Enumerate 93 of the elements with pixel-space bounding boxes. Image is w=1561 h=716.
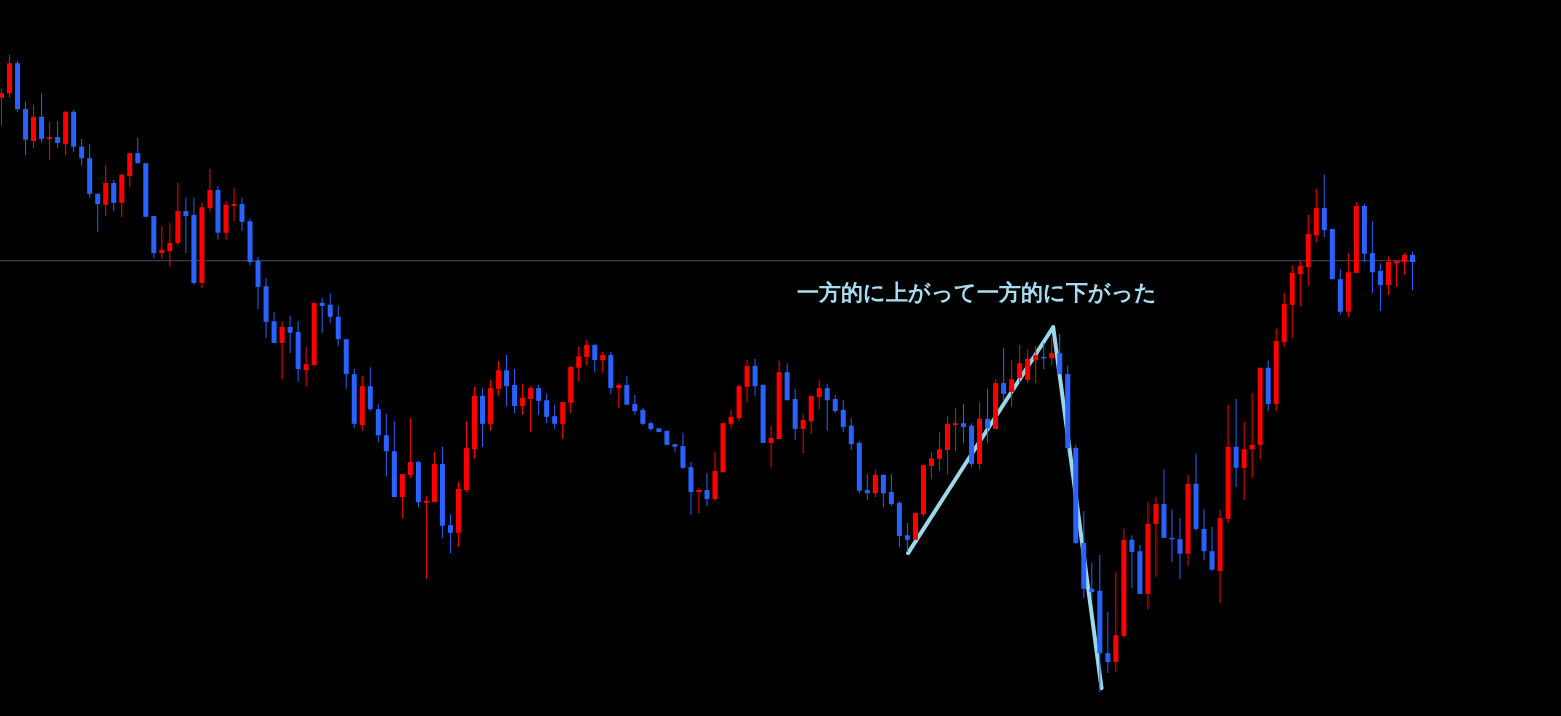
candlestick [1153, 496, 1159, 578]
candlestick [1201, 508, 1207, 561]
candlestick [239, 197, 245, 232]
candlestick [1105, 611, 1111, 674]
candlestick [1409, 251, 1415, 291]
candlestick [880, 474, 886, 508]
candlestick [167, 222, 173, 268]
candlestick [47, 121, 53, 161]
candlestick [103, 164, 109, 217]
candlestick [768, 425, 774, 468]
candlestick [816, 379, 822, 410]
candlestick [127, 152, 133, 188]
candlestick [1401, 252, 1407, 276]
candlestick [624, 375, 630, 406]
candlestick [423, 495, 429, 580]
candlestick [1177, 517, 1183, 580]
candlestick [752, 358, 758, 397]
candlestick [592, 343, 598, 373]
candlestick [271, 311, 277, 344]
candlestick [303, 346, 309, 387]
candlestick [544, 393, 550, 424]
candlestick [335, 305, 341, 347]
candlestick [327, 292, 333, 324]
candlestick [55, 120, 61, 149]
candlestick [696, 487, 702, 514]
candlestick [528, 385, 534, 433]
candlestick [936, 431, 942, 472]
candlestick [728, 409, 734, 429]
candlestick [407, 417, 413, 479]
candlestick [183, 197, 189, 254]
candlestick [864, 473, 870, 501]
candlestick [512, 368, 518, 414]
candlestick [1321, 174, 1327, 238]
candlestick [1089, 562, 1095, 601]
candlestick [1009, 359, 1015, 408]
candlestick [985, 388, 991, 444]
candlestick [367, 366, 373, 412]
candlestick [520, 383, 526, 416]
candlestick [231, 187, 237, 222]
candlestick [1209, 526, 1215, 572]
candlestick [95, 192, 101, 233]
candlestick [800, 413, 806, 454]
candlestick [1129, 534, 1135, 589]
candlestick [1033, 345, 1039, 384]
candlestick [1369, 220, 1375, 294]
candlestick [552, 404, 558, 430]
candlestick [1249, 392, 1255, 479]
candlestick [680, 432, 686, 470]
candlestick [1057, 333, 1063, 375]
candlestick [536, 384, 542, 416]
candlestick [616, 382, 622, 409]
candlestick [1017, 344, 1023, 384]
candlestick [159, 225, 165, 260]
candlestick [1049, 336, 1055, 366]
candlestick [135, 137, 141, 164]
candlestick [888, 473, 894, 507]
candlestick [504, 354, 510, 407]
candlestick [279, 320, 285, 380]
annotation: 一方的に上がって一方的に下がった [797, 279, 1157, 307]
candlestick [928, 451, 934, 480]
candlestick [1297, 260, 1303, 307]
candlestick [600, 351, 606, 374]
candlestick [824, 383, 830, 432]
candlestick [39, 92, 45, 143]
candlestick [848, 417, 854, 451]
candlestick [111, 179, 117, 212]
candlestick [496, 360, 502, 397]
candlestick [576, 346, 582, 382]
candlestick [1377, 262, 1383, 312]
candlestick [383, 413, 389, 478]
candlestick [704, 472, 710, 507]
candlestick [672, 443, 678, 453]
candlestick [399, 473, 405, 519]
candlestick [872, 469, 878, 498]
candlestick [904, 522, 910, 553]
candlestick [1233, 398, 1239, 488]
candlestick [1241, 421, 1247, 501]
candlestick [447, 513, 453, 554]
candlestick [953, 407, 959, 452]
candlestick [0, 88, 4, 127]
candlestick [1025, 348, 1031, 384]
candlestick [744, 359, 750, 404]
candlestick [319, 297, 325, 334]
candlestick [961, 403, 967, 444]
candlestick [1001, 347, 1007, 401]
candlestick [560, 401, 566, 440]
candlestick [79, 138, 85, 167]
candlestick [632, 394, 638, 416]
candlestick [584, 339, 590, 366]
candlestick [287, 315, 293, 354]
candlestick [1385, 255, 1391, 296]
candlestick [840, 399, 846, 433]
candlestick [207, 168, 213, 213]
